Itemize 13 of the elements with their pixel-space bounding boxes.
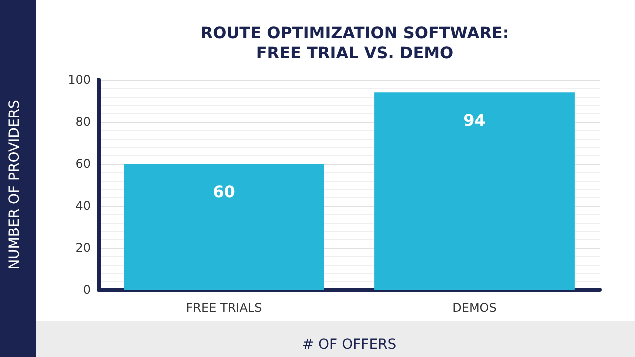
chart-title: ROUTE OPTIMIZATION SOFTWARE: FREE TRIAL VS. DEMO [200,24,510,62]
y-tick-label: 0 [83,283,91,297]
data-label: 60 [213,182,236,202]
x-tick-label: FREE TRIALS [186,301,262,315]
x-axis-title: # OF OFFERS [302,337,397,353]
data-label: 94 [464,111,486,130]
y-tick-label: 100 [68,73,91,87]
y-tick-label: 40 [76,199,91,213]
y-axis-title: NUMBER OF PROVIDERS [7,100,23,270]
y-tick-label: 80 [76,115,91,129]
y-tick-label: 20 [76,241,91,255]
y-tick-label: 60 [76,157,91,171]
x-tick-label: DEMOS [452,301,497,315]
